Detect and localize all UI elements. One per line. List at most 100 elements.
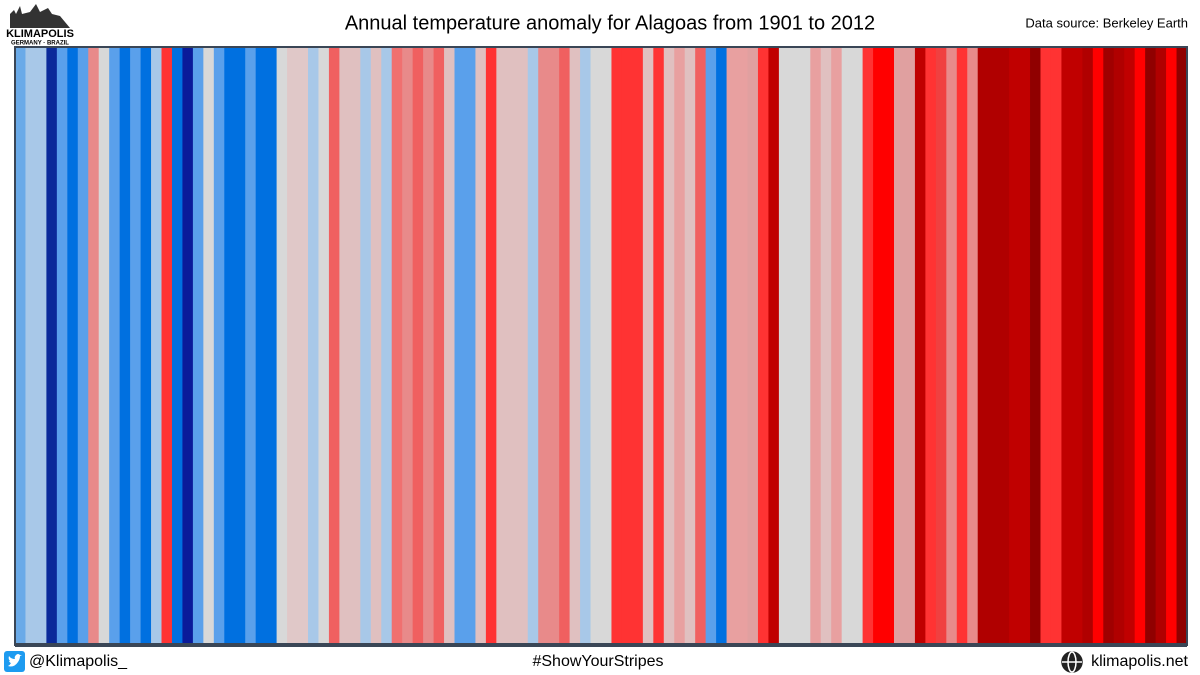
- stripe: [569, 47, 581, 645]
- stripe: [485, 47, 497, 645]
- stripe: [213, 47, 225, 645]
- stripe: [1176, 47, 1188, 645]
- stripe: [182, 47, 194, 645]
- stripe: [914, 47, 926, 645]
- stripe: [548, 47, 560, 645]
- stripe: [130, 47, 142, 645]
- logo-tagline: GERMANY · BRAZIL: [11, 41, 69, 47]
- stripe: [98, 47, 110, 645]
- stripe: [684, 47, 696, 645]
- stripe: [381, 47, 393, 645]
- stripe: [25, 47, 37, 645]
- stripe: [1103, 47, 1115, 645]
- stripe: [161, 47, 173, 645]
- plot-base: [15, 643, 1187, 647]
- stripe: [46, 47, 58, 645]
- stripe: [444, 47, 455, 645]
- stripe: [611, 47, 623, 645]
- stripe: [632, 47, 644, 645]
- stripe: [977, 47, 989, 645]
- stripe: [360, 47, 372, 645]
- stripe: [192, 47, 204, 645]
- stripe: [15, 47, 26, 645]
- stripe: [1166, 47, 1178, 645]
- stripe: [234, 47, 246, 645]
- stripe: [1145, 47, 1157, 645]
- stripe: [119, 47, 131, 645]
- stripe: [988, 47, 1000, 645]
- stripe: [297, 47, 309, 645]
- stripe: [695, 47, 707, 645]
- stripe: [935, 47, 947, 645]
- stripe: [527, 47, 539, 645]
- stripe: [349, 47, 361, 645]
- stripe: [1155, 47, 1167, 645]
- stripe: [1050, 47, 1062, 645]
- stripes: [15, 47, 1188, 645]
- stripe: [224, 47, 236, 645]
- stripe: [402, 47, 414, 645]
- stripe: [1124, 47, 1136, 645]
- stripe: [203, 47, 215, 645]
- stripe: [1030, 47, 1041, 645]
- stripe: [88, 47, 100, 645]
- stripe: [77, 47, 89, 645]
- stripe: [580, 47, 592, 645]
- stripe: [946, 47, 958, 645]
- stripe: [339, 47, 351, 645]
- stripe: [318, 47, 330, 645]
- stripe: [956, 47, 968, 645]
- stripe: [757, 47, 769, 645]
- stripe: [841, 47, 853, 645]
- stripe: [245, 47, 257, 645]
- stripe: [642, 47, 654, 645]
- stripe: [559, 47, 571, 645]
- stripe: [370, 47, 382, 645]
- stripe: [1009, 47, 1021, 645]
- website: klimapolis.net: [1091, 653, 1188, 670]
- stripe: [601, 47, 612, 645]
- stripe: [538, 47, 550, 645]
- stripe: [287, 47, 299, 645]
- logo-skyline: [10, 4, 70, 28]
- twitter-icon: [4, 651, 25, 672]
- stripe: [151, 47, 162, 645]
- stripe: [506, 47, 518, 645]
- stripe: [1061, 47, 1073, 645]
- stripe: [925, 47, 937, 645]
- stripe: [1019, 47, 1031, 645]
- stripe: [412, 47, 424, 645]
- stripe: [328, 47, 340, 645]
- stripe: [967, 47, 979, 645]
- stripe: [737, 47, 748, 645]
- globe-icon: [1061, 651, 1083, 673]
- stripe: [276, 47, 288, 645]
- stripe: [140, 47, 152, 645]
- stripe: [716, 47, 728, 645]
- logo: KLIMAPOLIS GERMANY · BRAZIL: [6, 4, 74, 47]
- stripe: [1092, 47, 1104, 645]
- stripe: [852, 47, 864, 645]
- stripe: [873, 47, 885, 645]
- twitter-handle: @Klimapolis_: [29, 653, 128, 670]
- stripe: [496, 47, 508, 645]
- stripe: [475, 47, 487, 645]
- stripe: [820, 47, 832, 645]
- stripe: [621, 47, 633, 645]
- stripe: [255, 47, 267, 645]
- stripe: [109, 47, 121, 645]
- stripe: [998, 47, 1010, 645]
- hashtag: #ShowYourStripes: [532, 653, 663, 670]
- stripe: [464, 47, 476, 645]
- stripe: [747, 47, 759, 645]
- stripe: [35, 47, 47, 645]
- stripe: [831, 47, 843, 645]
- stripe: [726, 47, 738, 645]
- stripe: [789, 47, 801, 645]
- stripe: [663, 47, 675, 645]
- stripe: [1040, 47, 1052, 645]
- stripe: [1113, 47, 1125, 645]
- stripe: [1071, 47, 1083, 645]
- stripe: [799, 47, 811, 645]
